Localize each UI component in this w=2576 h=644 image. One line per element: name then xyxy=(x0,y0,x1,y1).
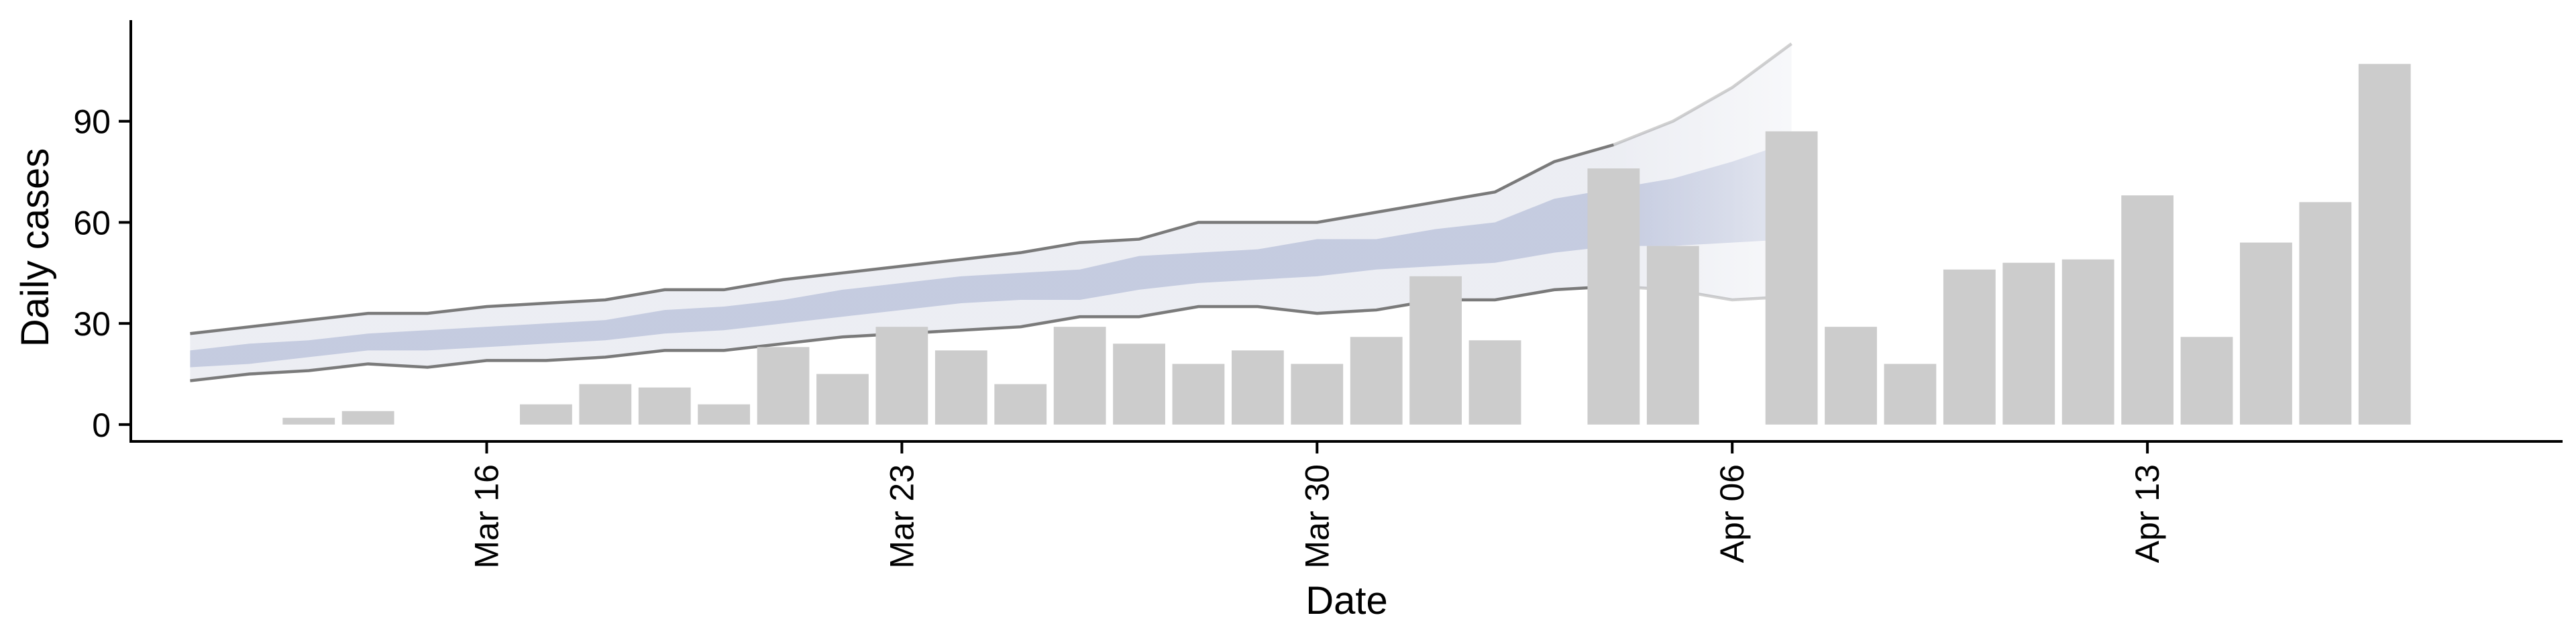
y-axis-ticks: 0 30 60 90 xyxy=(73,103,131,444)
x-tick-label: Apr 13 xyxy=(2129,464,2166,563)
bar-2020-03-22 xyxy=(816,374,869,425)
y-tick-label: 30 xyxy=(73,305,111,343)
x-tick-label: Mar 16 xyxy=(468,464,505,569)
bar-series xyxy=(282,64,2411,425)
bar-2020-03-30 xyxy=(1291,364,1344,425)
x-axis-ticks: Mar 16 Mar 23 Mar 30 Apr 06 Apr 13 xyxy=(468,441,2166,569)
bar-2020-03-18 xyxy=(579,384,632,425)
bar-2020-04-13 xyxy=(2121,195,2174,425)
x-axis-label: Date xyxy=(1305,579,1388,623)
bar-2020-04-09 xyxy=(1884,364,1937,425)
bar-2020-03-17 xyxy=(520,404,572,425)
band-90-area xyxy=(190,44,1792,381)
y-tick-label: 90 xyxy=(73,103,111,141)
bar-2020-03-19 xyxy=(638,387,691,425)
bar-2020-03-28 xyxy=(1172,364,1225,425)
bar-2020-03-20 xyxy=(698,404,751,425)
x-tick-label: Apr 06 xyxy=(1713,464,1751,563)
bar-2020-04-08 xyxy=(1825,327,1877,425)
y-tick-label: 60 xyxy=(73,204,111,241)
bar-2020-03-14 xyxy=(341,411,394,425)
x-tick-label: Mar 30 xyxy=(1298,464,1336,569)
bar-2020-04-07 xyxy=(1765,131,1818,425)
bar-2020-04-14 xyxy=(2180,337,2233,425)
bar-2020-04-11 xyxy=(2002,262,2055,425)
bar-2020-03-25 xyxy=(994,384,1047,425)
bar-2020-04-12 xyxy=(2061,259,2114,425)
bar-2020-03-31 xyxy=(1350,337,1403,425)
bar-2020-04-15 xyxy=(2240,242,2292,425)
bar-2020-03-23 xyxy=(875,327,928,425)
band-upper-line-faded xyxy=(1613,42,1792,146)
bar-2020-03-29 xyxy=(1231,350,1284,425)
bar-2020-04-16 xyxy=(2299,202,2352,425)
forecast-band xyxy=(190,42,1792,382)
bar-2020-03-26 xyxy=(1053,327,1106,425)
y-axis-label: Daily cases xyxy=(13,148,57,347)
bar-2020-04-17 xyxy=(2358,64,2411,425)
bar-2020-03-24 xyxy=(934,350,987,425)
bar-2020-04-05 xyxy=(1646,246,1699,425)
bar-2020-04-02 xyxy=(1468,340,1521,425)
band-50-area xyxy=(190,141,1792,368)
band-lower-line-faded xyxy=(1613,284,1792,302)
bar-2020-03-27 xyxy=(1113,343,1165,425)
bar-2020-04-04 xyxy=(1587,168,1640,425)
bar-2020-03-13 xyxy=(282,417,335,425)
y-tick-label: 0 xyxy=(92,407,111,444)
bar-2020-03-21 xyxy=(757,347,810,425)
bar-2020-04-10 xyxy=(1943,269,1996,425)
x-tick-label: Mar 23 xyxy=(883,464,920,569)
axes: 0 30 60 90 Mar 16 Mar 23 Mar 30 Apr 06 Apr 13 D… xyxy=(13,20,2563,623)
band-upper-line xyxy=(190,143,1614,335)
bar-2020-04-01 xyxy=(1409,276,1462,425)
